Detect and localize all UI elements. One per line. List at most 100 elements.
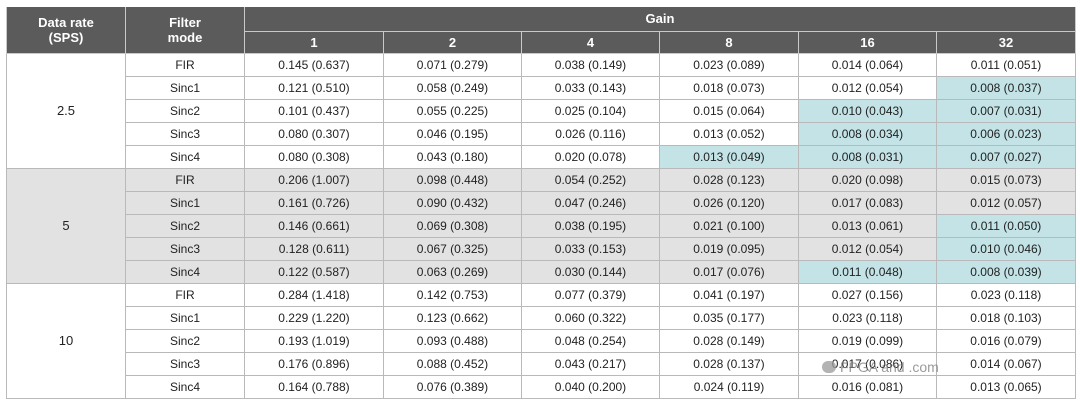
filter-mode-cell: Sinc3 — [125, 351, 245, 376]
noise-value-cell: 0.008 (0.037) — [936, 75, 1076, 100]
noise-value-cell: 0.284 (1.418) — [244, 282, 384, 307]
noise-value-cell: 0.229 (1.220) — [244, 305, 384, 330]
data-rate-cell: 2.5 — [6, 52, 126, 169]
noise-value-cell: 0.028 (0.123) — [659, 167, 799, 192]
noise-value-cell: 0.030 (0.144) — [521, 259, 660, 284]
filter-mode-cell: Sinc2 — [125, 328, 245, 353]
noise-value-cell: 0.090 (0.432) — [383, 190, 522, 215]
noise-value-cell: 0.028 (0.149) — [659, 328, 799, 353]
noise-value-cell: 0.146 (0.661) — [244, 213, 384, 238]
noise-value-cell: 0.193 (1.019) — [244, 328, 384, 353]
header-gain-8: 8 — [659, 30, 799, 54]
noise-value-cell: 0.015 (0.064) — [659, 98, 799, 123]
noise-value-cell: 0.058 (0.249) — [383, 75, 522, 100]
noise-value-cell: 0.077 (0.379) — [521, 282, 660, 307]
header-data-rate: Data rate (SPS) — [6, 7, 126, 54]
data-rate-cell: 10 — [6, 282, 126, 399]
noise-value-cell: 0.080 (0.307) — [244, 121, 384, 146]
table-row: Sinc4 0.122 (0.587) 0.063 (0.269) 0.030 (0.… — [7, 259, 1076, 284]
noise-value-cell: 0.093 (0.488) — [383, 328, 522, 353]
noise-value-cell: 0.101 (0.437) — [244, 98, 384, 123]
table-row: Sinc3 0.080 (0.307) 0.046 (0.195) 0.026 (0.… — [7, 121, 1076, 146]
noise-value-cell: 0.012 (0.054) — [798, 75, 937, 100]
noise-value-cell: 0.067 (0.325) — [383, 236, 522, 261]
noise-value-cell: 0.040 (0.200) — [521, 374, 660, 399]
noise-value-cell: 0.010 (0.043) — [798, 98, 937, 123]
filter-mode-cell: Sinc3 — [125, 121, 245, 146]
noise-value-cell: 0.071 (0.279) — [383, 52, 522, 77]
noise-value-cell: 0.026 (0.116) — [521, 121, 660, 146]
filter-mode-cell: FIR — [125, 52, 245, 77]
noise-value-cell: 0.023 (0.118) — [936, 282, 1076, 307]
filter-mode-cell: Sinc2 — [125, 213, 245, 238]
filter-mode-cell: FIR — [125, 167, 245, 192]
filter-mode-cell: Sinc1 — [125, 190, 245, 215]
noise-value-cell: 0.164 (0.788) — [244, 374, 384, 399]
noise-value-cell: 0.055 (0.225) — [383, 98, 522, 123]
noise-value-cell: 0.011 (0.051) — [936, 52, 1076, 77]
filter-mode-cell: Sinc4 — [125, 259, 245, 284]
header-filter-label-2: mode — [167, 29, 203, 45]
noise-value-cell: 0.080 (0.308) — [244, 144, 384, 169]
table-row: 2.5 FIR 0.145 (0.637) 0.071 (0.279) 0.038 (0… — [6, 52, 1076, 169]
noise-value-cell: 0.026 (0.120) — [659, 190, 799, 215]
noise-value-cell: 0.020 (0.098) — [798, 167, 937, 192]
noise-table: Data rate (SPS) Filter mode Gain 1 2 4 8 16 3… — [6, 7, 1076, 399]
noise-value-cell: 0.013 (0.049) — [659, 144, 799, 169]
table-row: Sinc3 0.128 (0.611) 0.067 (0.325) 0.033 (0.… — [7, 236, 1076, 261]
noise-value-cell: 0.060 (0.322) — [521, 305, 660, 330]
noise-value-cell: 0.018 (0.103) — [936, 305, 1076, 330]
noise-value-cell: 0.047 (0.246) — [521, 190, 660, 215]
noise-value-cell: 0.046 (0.195) — [383, 121, 522, 146]
noise-value-cell: 0.028 (0.137) — [659, 351, 799, 376]
noise-value-cell: 0.076 (0.389) — [383, 374, 522, 399]
table-body: 2.5 FIR 0.145 (0.637) 0.071 (0.279) 0.038 (0… — [6, 52, 1076, 399]
noise-value-cell: 0.023 (0.089) — [659, 52, 799, 77]
table-row: Sinc2 0.193 (1.019) 0.093 (0.488) 0.048 (0.… — [7, 328, 1076, 353]
header-gain-16: 16 — [798, 30, 937, 54]
header-gain-2: 2 — [383, 30, 522, 54]
noise-value-cell: 0.008 (0.039) — [936, 259, 1076, 284]
data-rate-cell: 5 — [6, 167, 126, 284]
noise-value-cell: 0.010 (0.046) — [936, 236, 1076, 261]
noise-value-cell: 0.142 (0.753) — [383, 282, 522, 307]
noise-value-cell: 0.048 (0.254) — [521, 328, 660, 353]
table-header: Data rate (SPS) Filter mode Gain 1 2 4 8 16 3… — [6, 7, 1076, 54]
header-filter-mode: Filter mode — [125, 7, 245, 54]
noise-value-cell: 0.017 (0.076) — [659, 259, 799, 284]
filter-mode-cell: Sinc2 — [125, 98, 245, 123]
noise-value-cell: 0.013 (0.065) — [936, 374, 1076, 399]
table-row: Sinc4 0.164 (0.788) 0.076 (0.389) 0.040 (0.… — [7, 374, 1076, 399]
table-row: Sinc3 0.176 (0.896) 0.088 (0.452) 0.043 (0.… — [7, 351, 1076, 376]
header-gain-32: 32 — [936, 30, 1076, 54]
filter-mode-cell: Sinc3 — [125, 236, 245, 261]
table-row: 5 FIR 0.206 (1.007) 0.098 (0.448) 0.054 (0.2… — [6, 167, 1076, 284]
noise-value-cell: 0.123 (0.662) — [383, 305, 522, 330]
filter-mode-cell: Sinc4 — [125, 374, 245, 399]
noise-value-cell: 0.128 (0.611) — [244, 236, 384, 261]
noise-value-cell: 0.033 (0.153) — [521, 236, 660, 261]
header-filter-label: Filter — [169, 14, 201, 30]
noise-value-cell: 0.011 (0.048) — [798, 259, 937, 284]
noise-value-cell: 0.088 (0.452) — [383, 351, 522, 376]
table-row: Sinc1 0.229 (1.220) 0.123 (0.662) 0.060 (0.… — [7, 305, 1076, 330]
noise-value-cell: 0.008 (0.034) — [798, 121, 937, 146]
table-row: Sinc4 0.080 (0.308) 0.043 (0.180) 0.020 (0.… — [7, 144, 1076, 169]
noise-value-cell: 0.098 (0.448) — [383, 167, 522, 192]
noise-value-cell: 0.007 (0.031) — [936, 98, 1076, 123]
noise-value-cell: 0.041 (0.197) — [659, 282, 799, 307]
noise-value-cell: 0.121 (0.510) — [244, 75, 384, 100]
noise-value-cell: 0.008 (0.031) — [798, 144, 937, 169]
noise-value-cell: 0.206 (1.007) — [244, 167, 384, 192]
filter-mode-cell: Sinc1 — [125, 305, 245, 330]
noise-value-cell: 0.014 (0.064) — [798, 52, 937, 77]
noise-value-cell: 0.011 (0.050) — [936, 213, 1076, 238]
filter-mode-cell: Sinc4 — [125, 144, 245, 169]
noise-value-cell: 0.145 (0.637) — [244, 52, 384, 77]
table-container: Data rate (SPS) Filter mode Gain 1 2 4 8 16 3… — [6, 7, 1076, 399]
noise-value-cell: 0.016 (0.079) — [936, 328, 1076, 353]
noise-value-cell: 0.015 (0.073) — [936, 167, 1076, 192]
noise-value-cell: 0.006 (0.023) — [936, 121, 1076, 146]
noise-value-cell: 0.161 (0.726) — [244, 190, 384, 215]
noise-value-cell: 0.176 (0.896) — [244, 351, 384, 376]
